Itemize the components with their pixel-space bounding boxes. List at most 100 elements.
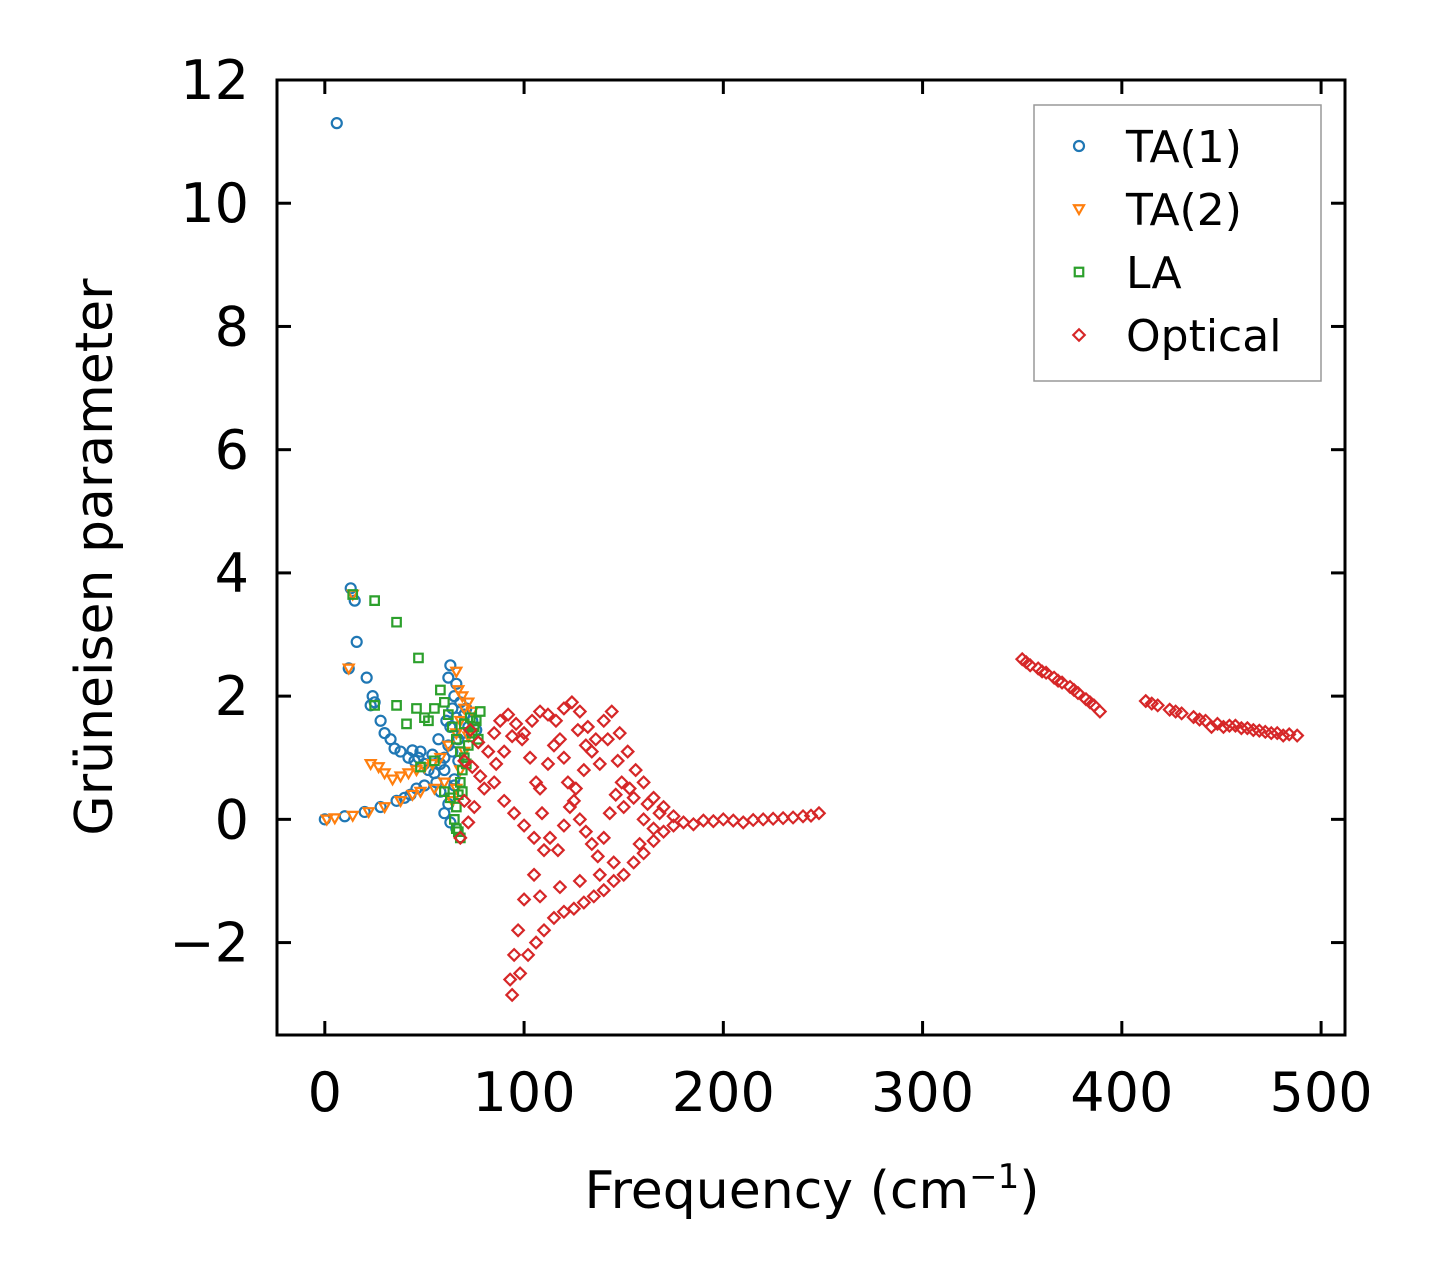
data-point-optical <box>1162 702 1177 717</box>
data-point-ta-1 <box>330 117 343 130</box>
data-point-optical <box>584 836 600 852</box>
y-axis-label: Grüneisen parameter <box>65 278 125 836</box>
data-point-optical <box>572 812 588 827</box>
legend-item: LA <box>1073 248 1182 299</box>
data-point-optical <box>590 849 606 864</box>
data-point-optical <box>456 753 472 769</box>
data-point-optical <box>540 756 556 772</box>
y-tick-label: 6 <box>215 419 249 482</box>
data-point-ta-2 <box>427 783 442 796</box>
data-point-optical <box>512 966 528 981</box>
data-point-optical <box>584 744 600 759</box>
data-point-optical <box>725 813 741 828</box>
y-tick-label: 2 <box>215 665 249 728</box>
data-point-optical <box>504 728 520 744</box>
data-point-la <box>415 761 426 773</box>
data-point-optical <box>500 707 516 722</box>
data-point-optical <box>548 713 564 729</box>
data-point-optical <box>1192 712 1207 727</box>
data-point-optical <box>1050 673 1066 689</box>
data-point-optical <box>516 818 532 833</box>
data-point-ta-2 <box>341 663 356 676</box>
legend-label: LA <box>1126 248 1182 299</box>
data-point-optical <box>1066 682 1082 698</box>
data-point-optical <box>578 738 594 753</box>
data-point-ta-1 <box>388 742 401 755</box>
data-point-optical <box>528 775 544 790</box>
data-point-optical <box>1275 728 1291 743</box>
data-point-optical <box>716 812 731 827</box>
data-point-ta-1 <box>378 726 391 740</box>
data-point-ta-2 <box>453 715 468 728</box>
data-point-optical <box>1150 698 1166 713</box>
data-point-ta-2 <box>465 706 480 719</box>
legend-item: TA(2) <box>1072 185 1242 236</box>
x-tick-label: 500 <box>1270 1061 1373 1124</box>
legend: TA(1) TA(2) LA Optical <box>1033 104 1322 382</box>
data-point-la <box>462 740 474 751</box>
data-point-optical <box>476 781 492 796</box>
data-point-ta-1 <box>444 659 457 672</box>
data-point-optical <box>536 922 552 938</box>
data-point-optical <box>745 812 761 828</box>
data-point-optical <box>560 775 576 790</box>
data-point-optical <box>1234 720 1249 736</box>
data-point-optical <box>706 813 721 829</box>
data-point-ta-1 <box>350 635 363 649</box>
legend-marker <box>1072 139 1086 153</box>
data-point-optical <box>528 935 544 950</box>
data-point-ta-2 <box>385 774 400 787</box>
data-point-optical <box>542 830 558 846</box>
data-point-la <box>443 709 454 720</box>
data-point-optical <box>456 793 472 809</box>
data-point-la <box>439 786 450 797</box>
data-point-optical <box>592 756 608 772</box>
data-point-optical <box>526 830 542 846</box>
x-tick-label: 100 <box>473 1061 576 1124</box>
data-point-optical <box>508 716 524 732</box>
axis-ticks: 0 100 200 300 400 500 −2 0 2 4 6 8 10 12 <box>169 49 1372 1124</box>
data-point-ta-1 <box>442 671 455 684</box>
legend-label: TA(2) <box>1125 185 1242 236</box>
data-point-ta-1 <box>358 805 371 819</box>
data-point-la <box>429 703 440 714</box>
data-point-optical <box>1168 704 1183 719</box>
data-point-optical <box>1022 658 1038 673</box>
data-point-optical <box>612 725 628 741</box>
data-point-optical <box>616 799 632 815</box>
legend-item: TA(1) <box>1072 122 1242 173</box>
data-point-ta-2 <box>393 796 408 809</box>
data-point-optical <box>1263 725 1279 741</box>
data-point-optical <box>640 796 655 812</box>
data-point-optical <box>540 707 556 722</box>
data-point-ta-2 <box>377 768 392 781</box>
y-tick-label: −2 <box>169 912 249 975</box>
data-point-optical <box>486 725 502 741</box>
data-point-ta-2 <box>393 771 408 784</box>
data-point-optical <box>646 833 661 849</box>
data-point-optical <box>676 815 691 830</box>
data-point-optical <box>1144 696 1160 711</box>
plot-marks <box>318 117 1305 1003</box>
data-point-la <box>439 696 450 708</box>
y-tick-label: 12 <box>180 49 249 112</box>
data-point-optical <box>488 756 504 772</box>
data-point-optical <box>556 701 572 716</box>
y-tick-label: 8 <box>215 295 249 358</box>
data-point-optical <box>1252 723 1267 738</box>
data-point-la <box>369 595 380 606</box>
y-tick-label: 4 <box>215 542 249 605</box>
data-point-ta-2 <box>451 685 466 698</box>
data-point-optical <box>562 799 578 815</box>
data-point-optical <box>811 805 827 821</box>
data-point-optical <box>522 750 538 766</box>
data-point-optical <box>516 725 532 741</box>
data-point-la <box>411 703 422 714</box>
data-point-ta-1 <box>374 714 387 727</box>
data-point-optical <box>632 836 647 852</box>
data-point-optical <box>1240 720 1255 736</box>
data-point-optical <box>666 818 681 833</box>
data-point-optical <box>755 812 771 827</box>
x-tick-label: 400 <box>1070 1061 1173 1124</box>
